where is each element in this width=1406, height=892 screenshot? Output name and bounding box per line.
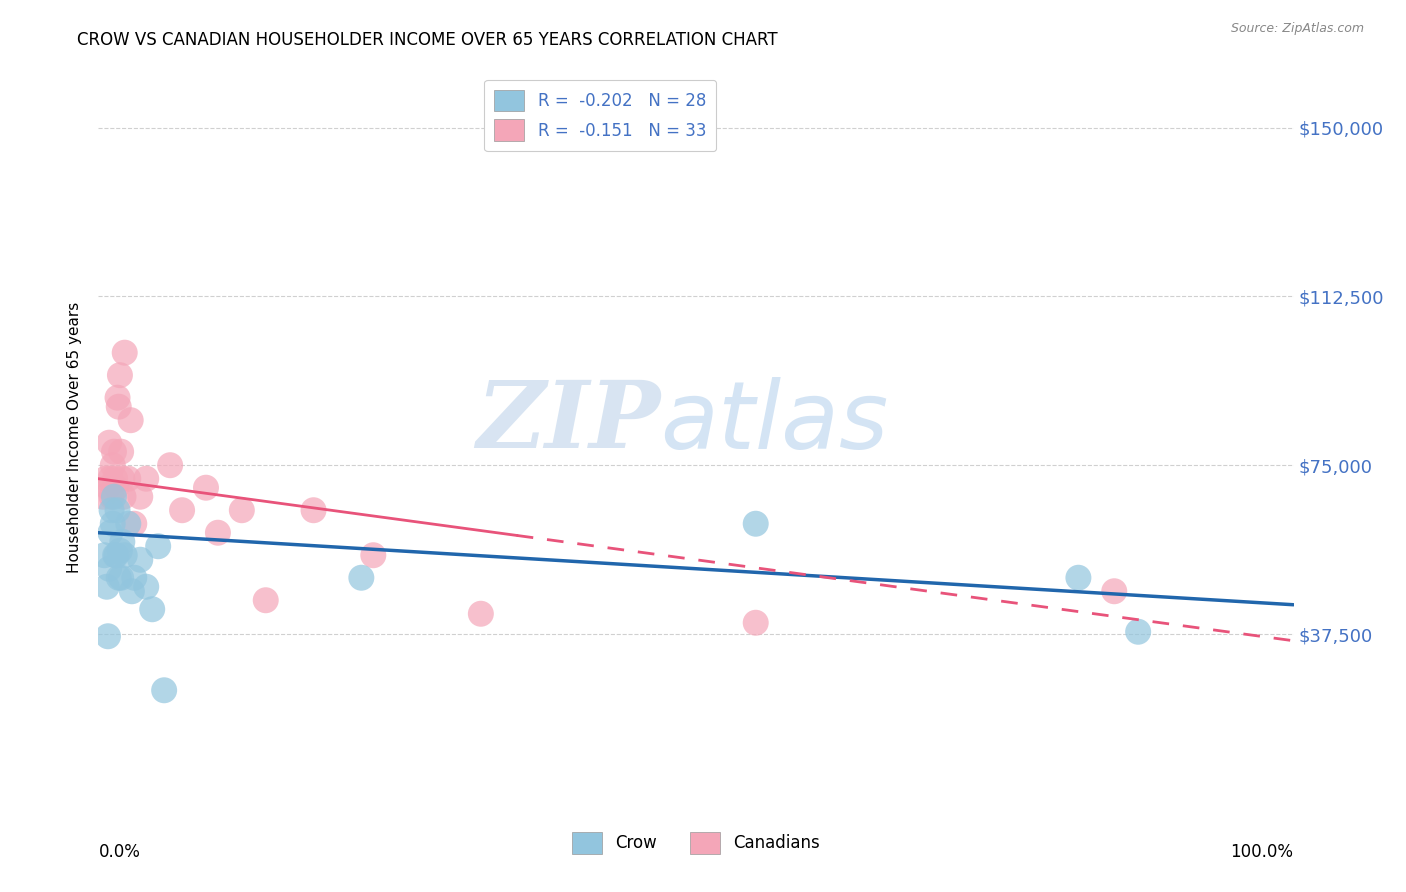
- Point: [97, 481, 120, 495]
- Point: [107, 400, 129, 414]
- Point: [100, 490, 122, 504]
- Point: [112, 490, 135, 504]
- Point: [148, 539, 170, 553]
- Point: [103, 490, 125, 504]
- Point: [159, 458, 181, 473]
- Point: [363, 548, 385, 562]
- Point: [100, 503, 122, 517]
- Text: 0.0%: 0.0%: [98, 843, 141, 861]
- Point: [207, 525, 229, 540]
- Point: [103, 444, 125, 458]
- Point: [1128, 624, 1150, 639]
- Point: [105, 481, 128, 495]
- Point: [470, 607, 492, 621]
- Point: [111, 534, 134, 549]
- Y-axis label: Householder Income Over 65 years: Householder Income Over 65 years: [67, 301, 83, 573]
- Point: [745, 615, 768, 630]
- Point: [98, 562, 121, 576]
- Point: [101, 516, 124, 531]
- Point: [104, 548, 127, 562]
- Point: [302, 503, 325, 517]
- Point: [104, 472, 127, 486]
- Point: [110, 571, 132, 585]
- Text: Source: ZipAtlas.com: Source: ZipAtlas.com: [1230, 22, 1364, 36]
- Point: [97, 629, 120, 643]
- Text: ZIP: ZIP: [475, 377, 661, 467]
- Point: [114, 548, 136, 562]
- Point: [98, 435, 121, 450]
- Point: [105, 548, 128, 562]
- Point: [107, 391, 129, 405]
- Point: [231, 503, 253, 517]
- Point: [195, 481, 218, 495]
- Point: [117, 516, 139, 531]
- Point: [350, 571, 373, 585]
- Point: [107, 503, 129, 517]
- Point: [111, 472, 134, 486]
- Point: [96, 580, 118, 594]
- Point: [98, 525, 122, 540]
- Point: [114, 345, 136, 359]
- Point: [141, 602, 163, 616]
- Point: [94, 472, 117, 486]
- Point: [254, 593, 277, 607]
- Point: [129, 490, 152, 504]
- Point: [129, 553, 152, 567]
- Point: [108, 543, 131, 558]
- Point: [1067, 571, 1090, 585]
- Point: [135, 580, 157, 594]
- Point: [135, 472, 157, 486]
- Point: [1104, 584, 1126, 599]
- Point: [93, 548, 115, 562]
- Point: [108, 368, 131, 383]
- Point: [98, 472, 122, 486]
- Text: 100.0%: 100.0%: [1230, 843, 1294, 861]
- Point: [121, 584, 143, 599]
- Point: [107, 571, 129, 585]
- Point: [120, 413, 142, 427]
- Point: [745, 516, 768, 531]
- Point: [172, 503, 194, 517]
- Point: [110, 444, 132, 458]
- Point: [153, 683, 176, 698]
- Legend: Crow, Canadians: Crow, Canadians: [565, 826, 827, 860]
- Text: atlas: atlas: [661, 377, 889, 468]
- Point: [124, 571, 146, 585]
- Point: [124, 516, 146, 531]
- Point: [117, 472, 139, 486]
- Point: [101, 458, 124, 473]
- Text: CROW VS CANADIAN HOUSEHOLDER INCOME OVER 65 YEARS CORRELATION CHART: CROW VS CANADIAN HOUSEHOLDER INCOME OVER…: [77, 31, 778, 49]
- Point: [91, 490, 114, 504]
